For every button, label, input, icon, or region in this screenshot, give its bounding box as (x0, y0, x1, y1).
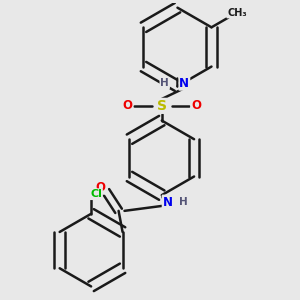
Text: CH₃: CH₃ (227, 8, 247, 18)
Text: N: N (179, 77, 189, 90)
Text: O: O (191, 99, 201, 112)
Text: Cl: Cl (90, 189, 102, 199)
Text: S: S (157, 99, 167, 113)
Text: H: H (179, 197, 188, 207)
Text: O: O (95, 181, 105, 194)
Text: H: H (160, 78, 169, 88)
Text: O: O (122, 99, 132, 112)
Text: N: N (163, 196, 173, 208)
